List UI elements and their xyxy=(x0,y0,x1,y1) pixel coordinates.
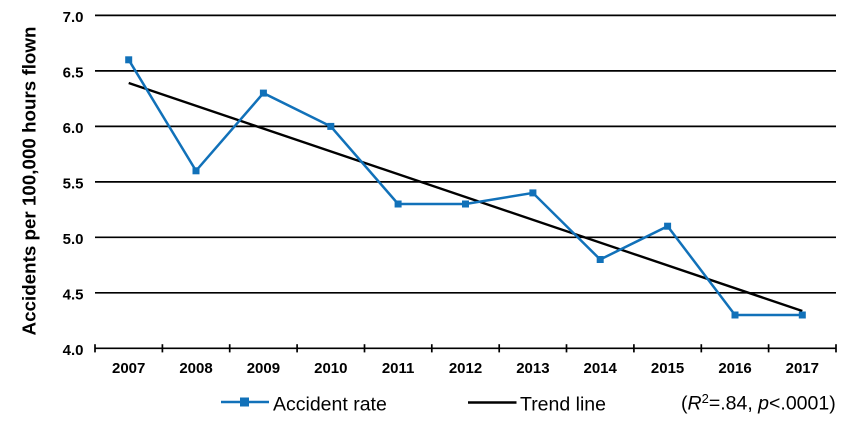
svg-text:2011: 2011 xyxy=(382,360,415,377)
svg-text:2015: 2015 xyxy=(651,360,684,377)
svg-text:6.0: 6.0 xyxy=(63,120,84,137)
svg-text:7.0: 7.0 xyxy=(63,9,84,26)
svg-text:5.5: 5.5 xyxy=(63,175,84,192)
svg-text:4.0: 4.0 xyxy=(63,342,84,359)
svg-text:2014: 2014 xyxy=(584,360,618,377)
svg-text:2009: 2009 xyxy=(247,360,280,377)
svg-text:2016: 2016 xyxy=(718,360,751,377)
svg-text:2010: 2010 xyxy=(314,360,347,377)
svg-text:Accidents per 100,000 hours fl: Accidents per 100,000 hours flown xyxy=(19,27,40,336)
svg-text:(R2=.84, p<.0001): (R2=.84, p<.0001) xyxy=(681,391,836,415)
svg-text:2013: 2013 xyxy=(516,360,549,377)
svg-text:Accident rate: Accident rate xyxy=(273,394,387,416)
svg-text:5.0: 5.0 xyxy=(63,231,84,248)
svg-text:2012: 2012 xyxy=(449,360,482,377)
svg-text:4.5: 4.5 xyxy=(63,286,84,303)
svg-text:Trend line: Trend line xyxy=(520,394,606,416)
svg-text:6.5: 6.5 xyxy=(63,64,84,81)
svg-text:2017: 2017 xyxy=(786,360,819,377)
svg-text:2007: 2007 xyxy=(112,360,145,377)
svg-text:2008: 2008 xyxy=(179,360,212,377)
